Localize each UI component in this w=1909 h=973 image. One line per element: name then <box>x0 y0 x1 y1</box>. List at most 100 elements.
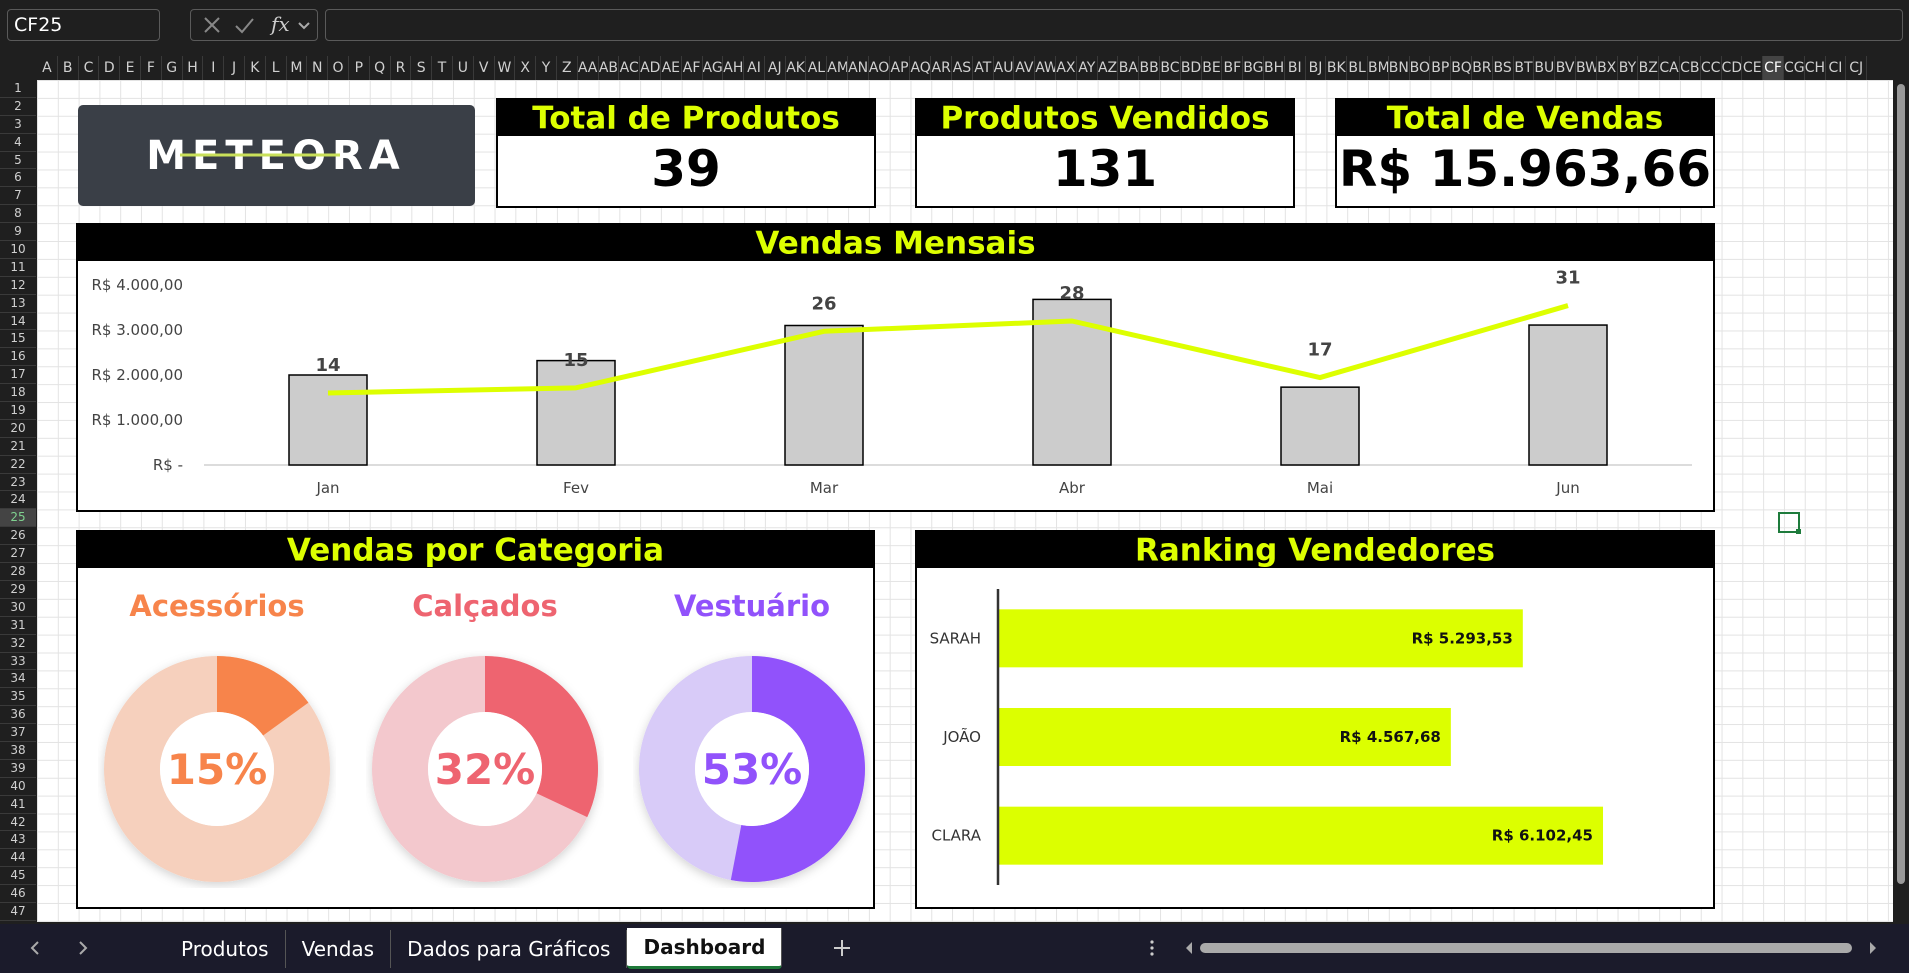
column-header: BR <box>1472 56 1493 80</box>
column-header: BA <box>1118 56 1140 80</box>
row-header: 28 <box>0 563 36 581</box>
data-label: R$ 5.293,53 <box>1412 629 1513 647</box>
row-header: 8 <box>0 205 36 224</box>
column-header: CD <box>1722 56 1743 80</box>
row-header: 25 <box>0 509 36 528</box>
column-header: BE <box>1202 56 1223 80</box>
panel-header <box>916 99 1294 136</box>
fx-label: fx <box>271 12 290 36</box>
column-header: A <box>37 56 58 80</box>
column-header: AB <box>599 56 620 80</box>
row-header: 44 <box>0 849 36 868</box>
column-header: X <box>515 56 537 80</box>
column-header: AE <box>661 56 682 80</box>
row-headers: 1 2 3 4 5 6 7 8 9 10 11 12 13 14 15 16 17 18 19 20 21 22 23 24 2… <box>0 80 36 922</box>
row-header: 10 <box>0 241 36 259</box>
column-header: AA <box>578 56 599 80</box>
column-header: V <box>474 56 495 80</box>
column-header: T <box>432 56 453 80</box>
row-header: 32 <box>0 635 36 653</box>
row-header: 12 <box>0 277 36 295</box>
row-header: 24 <box>0 491 36 510</box>
sheet-tab[interactable]: Vendas <box>286 929 392 968</box>
panel-header <box>916 531 1714 568</box>
y-tick-label: JOÃO <box>942 727 981 746</box>
row-header: 33 <box>0 653 36 671</box>
y-tick-label: R$ 3.000,00 <box>91 321 183 339</box>
column-header: CJ <box>1846 56 1868 80</box>
row-header: 15 <box>0 330 36 349</box>
column-header: AG <box>703 56 724 80</box>
row-header: 47 <box>0 903 36 921</box>
column-header: AY <box>1077 56 1098 80</box>
column-header: AU <box>994 56 1015 80</box>
name-box[interactable]: CF25 <box>7 9 160 41</box>
column-header: E <box>120 56 141 80</box>
row-header: 9 <box>0 223 36 242</box>
row-header: 20 <box>0 420 36 438</box>
fill-handle <box>1796 529 1801 534</box>
data-label: 26 <box>811 293 836 314</box>
row-header: 21 <box>0 438 36 456</box>
data-label: 17 <box>1307 340 1332 361</box>
donut-label: 15% <box>167 745 268 794</box>
column-header: BF <box>1222 56 1244 80</box>
column-header: AD <box>640 56 661 80</box>
column-header: BL <box>1347 56 1368 80</box>
x-tick-label: Mai <box>1307 479 1333 497</box>
column-header: W <box>495 56 516 80</box>
column-header: B <box>58 56 79 80</box>
column-header: Y <box>536 56 557 80</box>
column-headers: A B C D E F G H I J K L M N O P Q R S T U V W X Y Z AA AB AC AD AE AF AG… <box>37 56 1893 80</box>
x-tick-label: Fev <box>563 479 589 497</box>
column-header: AJ <box>765 56 786 80</box>
column-header: U <box>453 56 474 80</box>
formula-input[interactable] <box>325 9 1903 41</box>
row-header: 2 <box>0 98 36 116</box>
panel-header <box>1336 99 1714 136</box>
column-header: AN <box>848 56 869 80</box>
column-header: BV <box>1555 56 1576 80</box>
row-header: 1 <box>0 80 36 98</box>
sheet-tab[interactable]: Produtos <box>165 929 286 968</box>
column-header: AQ <box>910 56 932 80</box>
y-tick-label: R$ 1.000,00 <box>91 411 183 429</box>
donut-hole <box>695 712 809 826</box>
column-header: CH <box>1805 56 1826 80</box>
sheet-tab[interactable]: Dashboard <box>627 928 783 969</box>
column-header: AT <box>973 56 994 80</box>
row-header: 36 <box>0 706 36 725</box>
column-header: AH <box>723 56 745 80</box>
column-header: BN <box>1389 56 1410 80</box>
sheet-tab[interactable]: Dados para Gráficos <box>391 929 628 968</box>
column-header: BP <box>1430 56 1452 80</box>
data-label: 31 <box>1555 268 1580 289</box>
row-header: 6 <box>0 169 36 188</box>
row-header: 4 <box>0 134 36 152</box>
panel-title: Produtos Vendidos <box>940 101 1269 137</box>
row-header: 14 <box>0 313 36 331</box>
donut-slice <box>730 656 865 883</box>
x-tick-label: Jan <box>315 479 339 497</box>
data-label: 28 <box>1059 283 1084 304</box>
panel-header <box>77 224 1714 261</box>
column-header: BY <box>1618 56 1639 80</box>
row-header: 26 <box>0 527 36 546</box>
column-header: AI <box>744 56 765 80</box>
column-header: AO <box>869 56 890 80</box>
selected-cell <box>1778 512 1800 533</box>
row-header: 22 <box>0 456 36 474</box>
column-header: CG <box>1784 56 1805 80</box>
column-header: CB <box>1680 56 1701 80</box>
column-header: CI <box>1826 56 1847 80</box>
row-header: 19 <box>0 402 36 420</box>
vertical-scrollbar[interactable] <box>1893 80 1909 922</box>
column-header: AZ <box>1098 56 1119 80</box>
column-header: O <box>328 56 349 80</box>
column-header: BZ <box>1638 56 1660 80</box>
column-header: BC <box>1160 56 1181 80</box>
column-header: I <box>203 56 225 80</box>
formula-buttons: fx <box>190 9 318 41</box>
data-label: 15 <box>563 350 588 371</box>
y-tick-label: R$ 4.000,00 <box>91 276 183 294</box>
